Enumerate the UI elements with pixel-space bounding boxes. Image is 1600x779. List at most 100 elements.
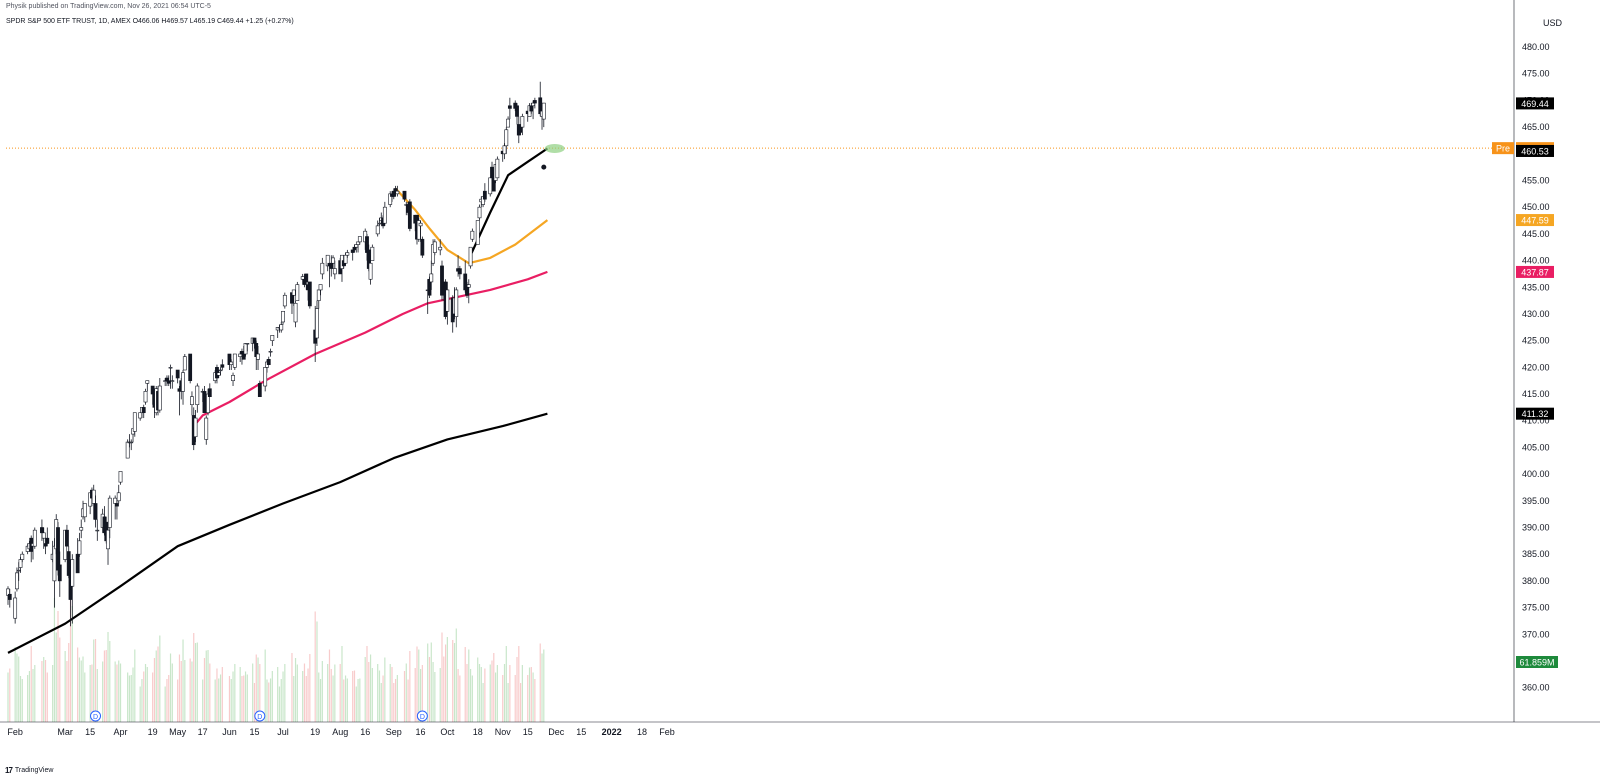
candle-body (57, 564, 62, 582)
candle-body (32, 529, 37, 547)
volume-bar (230, 679, 232, 722)
volume-bar (14, 647, 16, 722)
volume-bar (389, 664, 391, 722)
candle-body (270, 335, 275, 341)
volume-bar (207, 650, 209, 722)
axes: 360.00365.00370.00375.00380.00385.00390.… (0, 0, 1600, 737)
candle-body (175, 369, 180, 379)
volume-bar (459, 675, 461, 722)
volume-bar (239, 667, 241, 722)
candle-body (350, 249, 355, 253)
volume-bar (168, 675, 170, 722)
volume-bar (234, 664, 236, 722)
candle-body (13, 597, 18, 619)
volume-bar (443, 656, 445, 722)
volume-bar (253, 683, 256, 722)
y-tick-label: 395.00 (1522, 496, 1550, 506)
x-tick-label: Apr (114, 727, 128, 737)
x-tick-label: 18 (637, 727, 647, 737)
candle-body (395, 190, 400, 195)
candle-body (393, 188, 398, 192)
volume-bar (139, 686, 141, 722)
candle-body (329, 262, 334, 269)
volume-bar (521, 665, 523, 722)
x-tick-label: 15 (249, 727, 259, 737)
volume-bar (203, 658, 206, 722)
candle-body (229, 361, 234, 365)
volume-bar (191, 661, 193, 722)
dividend-marker-label: D (420, 714, 425, 721)
candle-body (138, 412, 143, 419)
volume-bar (418, 649, 420, 722)
volume-bar (16, 653, 18, 722)
candle-body (16, 569, 21, 572)
volume-bar (296, 664, 298, 722)
candle-body (132, 412, 137, 432)
volume-bar (205, 650, 207, 722)
candle-body (181, 372, 185, 392)
volume-bar (341, 646, 343, 722)
candle-body (257, 383, 262, 398)
candle-body (331, 257, 335, 264)
volume-bar (180, 661, 182, 722)
volume-bar (57, 611, 59, 722)
candle-body (41, 532, 46, 539)
candle-body (295, 284, 300, 301)
volume-bar (132, 667, 134, 722)
volume-bar (196, 642, 198, 722)
volume-bar (518, 646, 520, 722)
volume-bar (255, 654, 257, 722)
footer-brand[interactable]: 17 TradingView (5, 766, 53, 775)
candle-body (15, 572, 19, 590)
candle-body (116, 492, 121, 502)
volume-bar (534, 679, 536, 722)
candle-body (418, 222, 423, 227)
x-tick-label: Mar (57, 727, 73, 737)
y-tick-label: 410.00 (1522, 416, 1550, 426)
volume-bar (319, 679, 322, 722)
volume-bar (209, 663, 211, 722)
volume-bar (343, 679, 345, 722)
candle-body (190, 396, 194, 406)
highlight-marker (544, 143, 565, 153)
volume-bar (480, 667, 482, 722)
candle-body (315, 308, 319, 339)
volume-bar (491, 660, 493, 722)
candle-body (115, 503, 119, 507)
volume-bar (43, 657, 45, 722)
volume-bar (103, 650, 106, 722)
price-label: 437.87 (1521, 267, 1549, 277)
volume-bar (507, 683, 509, 722)
volume-bar (89, 665, 91, 722)
volume-bar (278, 686, 281, 722)
volume-bar (369, 654, 372, 722)
volume-bar (169, 653, 172, 722)
candle-body (220, 364, 225, 368)
candle-body (218, 369, 223, 372)
candle-body (291, 289, 296, 296)
volume-bar (484, 668, 486, 722)
candle-body (375, 225, 380, 235)
candle-body (495, 158, 500, 179)
candle-body (529, 105, 534, 112)
volume-bar (396, 675, 398, 722)
volume-bar (303, 663, 306, 722)
volume-bar (93, 639, 95, 722)
volume-bar (380, 683, 382, 722)
candle-body (352, 246, 357, 251)
volume-bar (128, 675, 131, 722)
volume-bar (82, 656, 84, 722)
x-tick-label: 2022 (602, 727, 622, 737)
x-tick-label: Jun (222, 727, 237, 737)
candle-body (382, 206, 387, 224)
x-tick-label: Sep (386, 727, 402, 737)
x-tick-label: 19 (148, 727, 158, 737)
candle-body (502, 145, 507, 155)
volume-bar (7, 672, 9, 722)
volume-bar (84, 672, 86, 722)
x-tick-label: 16 (360, 727, 370, 737)
price-label-box (1516, 144, 1554, 157)
x-tick-label: Feb (7, 727, 23, 737)
